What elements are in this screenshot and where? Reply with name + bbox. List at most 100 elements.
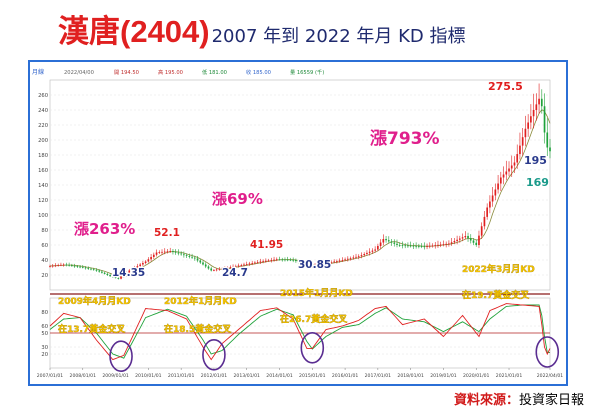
price-tick-label: 20: [41, 273, 48, 279]
candle-body: [475, 242, 478, 245]
candle-body: [546, 132, 549, 148]
candle-body: [122, 274, 125, 277]
x-tick-label: 2021/01/01: [496, 373, 523, 379]
candle-body: [426, 246, 428, 247]
candle-body: [305, 264, 308, 266]
cross-note-3-date: 2015年1月月KD: [280, 287, 353, 299]
cross-note-4-date: 2022年3月月KD: [462, 263, 535, 275]
candle-body: [398, 245, 401, 246]
candle-body: [166, 251, 169, 253]
candle-body: [297, 261, 300, 263]
stock-title: 漢唐(2404): [58, 14, 210, 49]
candle-body: [540, 98, 543, 107]
candle-body: [84, 267, 87, 269]
candle-body: [221, 268, 223, 270]
candle-body: [136, 266, 139, 268]
candle-body: [543, 106, 546, 133]
candle-body: [273, 259, 275, 261]
header-item: 低 181.00: [202, 68, 227, 76]
kd-tick-label: 60: [41, 324, 48, 330]
source-note: 資料來源：投資家日報: [454, 389, 584, 408]
candle-body: [311, 266, 314, 267]
candle-body: [368, 251, 371, 253]
candle-body: [144, 261, 147, 263]
candle-body: [54, 265, 57, 267]
candle-body: [308, 265, 311, 267]
header-item: 2022/04/00: [64, 70, 94, 76]
golden-cross-circle: [109, 340, 133, 373]
candle-body: [412, 245, 415, 247]
k-line: [49, 303, 551, 361]
candle-body: [480, 226, 483, 236]
candle-body: [486, 207, 489, 217]
candle-body: [363, 254, 366, 256]
candle-body: [73, 265, 76, 267]
candle-body: [338, 260, 341, 262]
x-tick-label: 2007/01/01: [37, 373, 64, 379]
price-tick-label: 260: [38, 93, 48, 99]
x-tick-label: 2010/01/01: [135, 373, 162, 379]
candle-body: [196, 258, 199, 261]
candle-body: [106, 273, 109, 275]
candle-body: [295, 260, 297, 262]
candle-body: [491, 195, 494, 202]
candle-body: [109, 275, 111, 277]
price-label-169: 169: [526, 176, 549, 189]
chart-title: 漢唐(2404) 2007 年到 2022 年月 KD 指標: [58, 6, 466, 51]
rise-label-2: 漲69%: [212, 190, 263, 208]
kd-tick-label: 20: [41, 352, 48, 358]
candle-body: [467, 236, 469, 239]
kd-chart: 月線 2022/04/00 開 194.50 高 195.00 低 181.00 收 18…: [32, 68, 563, 379]
candle-body: [81, 267, 84, 268]
candle-body: [120, 276, 122, 279]
x-tick-label: 2017/01/01: [365, 373, 392, 379]
candle-body: [341, 260, 344, 261]
price-tick-label: 100: [38, 213, 48, 219]
candle-body: [150, 257, 152, 260]
candle-body: [464, 236, 467, 238]
price-tick-label: 120: [38, 198, 48, 204]
candle-body: [131, 269, 133, 271]
candle-body: [445, 243, 448, 245]
candle-body: [387, 240, 390, 242]
header-item: 收 185.00: [246, 68, 271, 76]
candle-body: [218, 269, 221, 270]
candle-body: [286, 259, 289, 261]
moving-average: [49, 109, 551, 278]
x-tick-label: 2012/01/01: [201, 373, 228, 379]
candle-body: [456, 239, 458, 241]
candle-body: [319, 264, 322, 266]
candle-body: [265, 260, 267, 262]
candle-body: [519, 145, 521, 155]
candle-body: [527, 122, 529, 129]
candle-body: [437, 244, 439, 246]
annotations: 漲263% 漲69% 漲793% 14.35 52.1 24.7 41.95 30.85 275…: [58, 79, 560, 373]
candle-body: [489, 201, 491, 208]
candle-body: [284, 259, 286, 261]
source-value: 投資家日報: [518, 393, 584, 408]
candle-body: [327, 262, 330, 264]
candle-body: [114, 277, 117, 279]
candle-body: [494, 189, 497, 196]
source-label: 資料來源：: [453, 393, 519, 408]
candle-body: [390, 241, 393, 243]
candle-body: [60, 264, 62, 266]
candle-body: [224, 268, 226, 269]
candle-body: [152, 254, 155, 257]
candle-body: [139, 264, 142, 266]
candle-body: [76, 266, 79, 268]
candle-body: [497, 183, 499, 190]
candle-body: [420, 246, 423, 247]
candle-body: [125, 272, 128, 275]
candle-body: [183, 254, 185, 256]
candle-body: [111, 276, 114, 278]
kd-tick-label: 30: [41, 345, 48, 351]
candle-body: [292, 259, 295, 261]
chart-frame: 月線 2022/04/00 開 194.50 高 195.00 低 181.00 收 18…: [28, 60, 568, 386]
x-tick-label: 2018/01/01: [397, 373, 424, 379]
candle-body: [360, 255, 363, 257]
header-period: 月線: [32, 68, 44, 76]
x-tick-label: 2011/01/01: [168, 373, 195, 379]
candle-body: [499, 177, 502, 184]
candle-body: [516, 154, 519, 163]
